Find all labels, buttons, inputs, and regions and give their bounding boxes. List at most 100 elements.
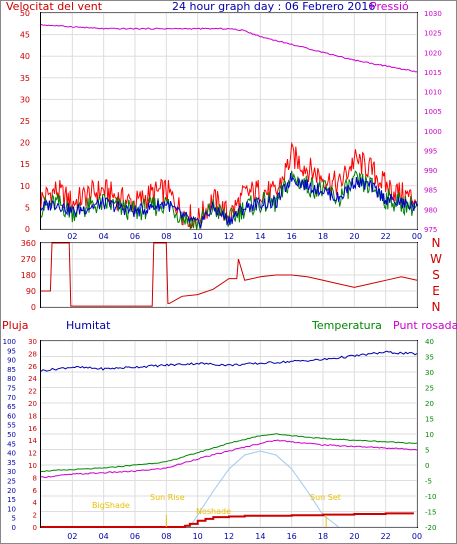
wind-tick-label: 25: [20, 117, 30, 126]
wind-tick-label: 5: [25, 203, 30, 212]
pressure-tick-label: 980: [424, 206, 437, 214]
rain-tick-label: 14: [28, 437, 37, 445]
climate-x-tick-label: 08: [161, 532, 171, 541]
series-lines: [40, 23, 418, 528]
humidity-line: [40, 350, 418, 372]
wind-x-tick-label: 00: [412, 232, 422, 241]
pressure-tick-label: 975: [424, 226, 437, 234]
temperature-line: [40, 433, 418, 473]
wind-x-tick-label: 16: [287, 232, 297, 241]
rain-tick-label: 4: [33, 499, 38, 507]
direction-compass-label: N: [432, 300, 441, 314]
grid-lines: [41, 12, 418, 528]
temperature-tick-label: 25: [425, 385, 434, 393]
temperature-tick-label: 35: [425, 354, 434, 362]
rain-tick-label: 10: [28, 462, 37, 470]
climate-x-tick-label: 04: [99, 532, 109, 541]
climate-x-tick-label: 10: [193, 532, 203, 541]
direction-compass-label: N: [432, 236, 441, 250]
wind-x-tick-label: 10: [193, 232, 203, 241]
rain-tick-label: 18: [28, 412, 37, 420]
humidity-tick-label: 65: [7, 403, 16, 411]
humidity-tick-label: 100: [3, 338, 16, 346]
humidity-tick-label: 70: [7, 394, 16, 402]
humidity-tick-label: 25: [7, 478, 16, 486]
dewpoint-line: [41, 439, 418, 479]
temperature-tick-label: -15: [425, 509, 436, 517]
wind-speed-label: Velocitat del vent: [6, 0, 103, 13]
wind-average-line: [40, 170, 418, 230]
humidity-tick-label: 60: [7, 412, 16, 420]
wind-tick-label: 10: [20, 182, 30, 191]
humidity-tick-label: 75: [7, 385, 16, 393]
humidity-tick-label: 95: [7, 347, 16, 355]
pressure-tick-label: 985: [424, 187, 437, 195]
direction-compass-label: E: [432, 284, 440, 298]
rain-tick-label: 12: [28, 450, 37, 458]
pressure-tick-label: 990: [424, 167, 437, 175]
humidity-tick-label: 35: [7, 459, 16, 467]
rain-label: Pluja: [2, 319, 28, 332]
temperature-tick-label: 10: [425, 431, 434, 439]
climate-x-tick-label: 06: [130, 532, 140, 541]
wind-x-tick-label: 12: [224, 232, 234, 241]
wind-x-tick-label: 20: [349, 232, 359, 241]
wind-tick-label: 50: [20, 9, 30, 18]
wind-x-tick-label: 14: [255, 232, 265, 241]
climate-x-tick-label: 14: [255, 532, 265, 541]
pressure-tick-label: 1005: [424, 108, 442, 116]
humidity-tick-label: 80: [7, 375, 16, 383]
wind-tick-label: 15: [20, 160, 30, 169]
pressure-tick-label: 1030: [424, 10, 442, 18]
rain-tick-label: 30: [28, 338, 37, 346]
wind-tick-label: 40: [20, 52, 30, 61]
climate-x-tick-label: 12: [224, 532, 234, 541]
humidity-tick-label: 10: [7, 505, 16, 513]
sunset-annotation: Sun Set: [310, 493, 341, 502]
direction-tick-label: 270: [21, 255, 36, 264]
wind-x-tick-label: 04: [99, 232, 109, 241]
wind-x-tick-label: 08: [161, 232, 171, 241]
pressure-tick-label: 1015: [424, 69, 442, 77]
direction-tick-label: 180: [21, 271, 36, 280]
direction-tick-label: 90: [26, 287, 36, 296]
temperature-tick-label: 15: [425, 416, 434, 424]
rain-tick-label: 16: [28, 425, 37, 433]
humidity-tick-label: 15: [7, 496, 16, 504]
temperature-tick-label: 40: [425, 338, 434, 346]
climate-x-tick-label: 22: [381, 532, 391, 541]
temperature-tick-label: 5: [425, 447, 429, 455]
wind-tick-label: 20: [20, 139, 30, 148]
pressure-tick-label: 1025: [424, 30, 442, 38]
climate-x-tick-label: 02: [67, 532, 77, 541]
wind-average-smooth-line: [40, 173, 418, 230]
direction-compass-label: W: [430, 252, 442, 266]
rain-tick-label: 20: [28, 400, 37, 408]
rain-tick-label: 22: [28, 388, 37, 396]
temperature-tick-label: 0: [425, 462, 429, 470]
temperature-tick-label: 30: [425, 369, 434, 377]
wind-tick-label: 0: [25, 225, 30, 234]
dewpoint-label: Punt rosada: [393, 319, 457, 332]
wind-x-tick-label: 02: [67, 232, 77, 241]
pressure-tick-label: 995: [424, 147, 437, 155]
temperature-tick-label: 20: [425, 400, 434, 408]
pressure-line: [40, 23, 418, 73]
rain-tick-label: 8: [33, 474, 37, 482]
pressure-tick-label: 1020: [424, 49, 442, 57]
humidity-tick-label: 30: [7, 468, 16, 476]
rain-tick-label: 26: [28, 363, 37, 371]
wind-x-tick-label: 18: [318, 232, 328, 241]
temperature-label: Temperatura: [311, 319, 382, 332]
humidity-tick-label: 55: [7, 422, 16, 430]
rain-tick-label: 0: [33, 524, 37, 532]
humidity-label: Humitat: [66, 319, 111, 332]
direction-compass-label: S: [432, 268, 440, 282]
humidity-tick-label: 20: [7, 487, 16, 495]
wind-tick-label: 30: [20, 95, 30, 104]
humidity-tick-label: 90: [7, 357, 16, 365]
bigshade-annotation: BigShade: [92, 501, 130, 510]
wind-x-tick-label: 22: [381, 232, 391, 241]
